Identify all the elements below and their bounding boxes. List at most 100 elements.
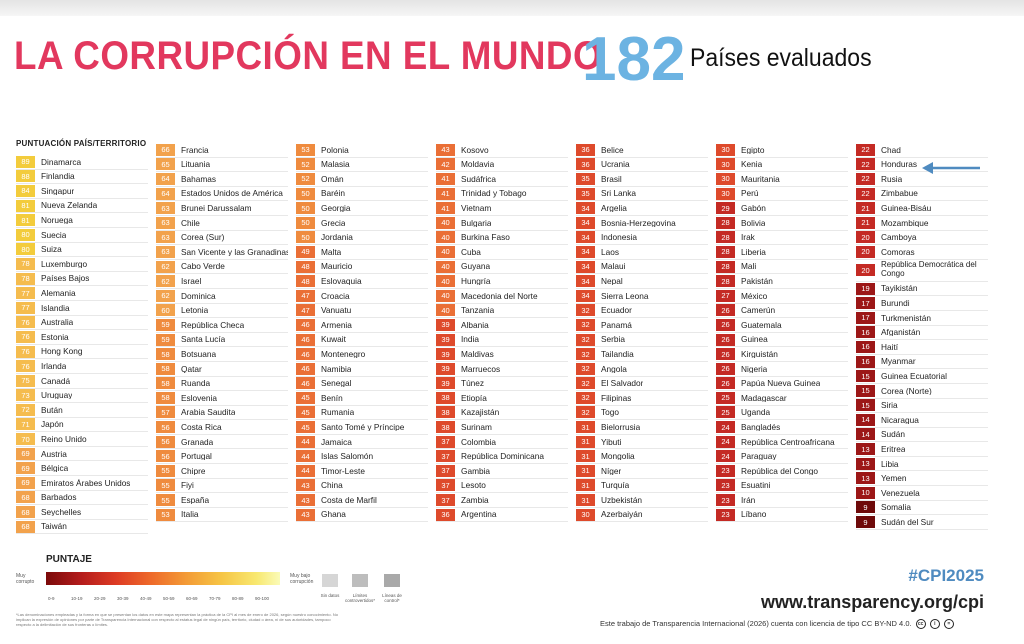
table-row: 23 Irán (716, 493, 848, 508)
country-name: Francia (181, 145, 209, 154)
legend-tick: 0-9 (48, 596, 55, 601)
country-name: Bosnia-Herzegovina (601, 218, 676, 227)
table-row: 30 Kenia (716, 158, 848, 173)
score-cell: 28 (716, 275, 735, 288)
country-name: Sudáfrica (461, 174, 497, 184)
country-name: Macedonia del Norte (461, 291, 538, 300)
score-cell: 30 (716, 143, 735, 156)
score-cell: 63 (156, 202, 175, 215)
table-row: 21 Guinea-Bisáu (856, 201, 988, 216)
country-name: Irán (741, 495, 756, 505)
country-name: Fiyi (181, 481, 194, 490)
table-row: 34 Nepal (576, 274, 708, 289)
table-row: 55 España (156, 493, 288, 508)
score-cell: 39 (436, 348, 455, 361)
country-name: Serbia (601, 335, 625, 344)
table-row: 23 Líbano (716, 508, 848, 523)
table-row: 27 México (716, 289, 848, 304)
score-cell: 64 (156, 187, 175, 200)
country-name: Eritrea (881, 444, 906, 454)
legend-tick: 10-19 (71, 596, 83, 601)
table-row: 16 Afganistán (856, 326, 988, 341)
table-row: 28 Pakistán (716, 274, 848, 289)
table-row: 24 Bangladés (716, 420, 848, 435)
score-cell: 46 (296, 348, 315, 361)
table-row: 25 Madagascar (716, 391, 848, 406)
country-name: Arabia Saudita (181, 408, 236, 417)
country-name: República Checa (181, 320, 245, 330)
score-cell: 46 (296, 362, 315, 375)
country-name: Chad (881, 145, 901, 154)
score-cell: 46 (296, 377, 315, 390)
country-name: Kirguistán (741, 349, 778, 359)
table-row: 31 Uzbekistán (576, 493, 708, 508)
table-row: 58 Botsuana (156, 347, 288, 362)
country-name: Qatar (181, 364, 202, 373)
score-cell: 40 (436, 289, 455, 302)
score-cell: 27 (716, 289, 735, 302)
country-name: Myanmar (881, 357, 916, 366)
score-cell: 25 (716, 406, 735, 419)
table-column: 66 Francia 65 Lituania 64 Bahamas 64 Estados Un… (156, 143, 288, 523)
country-name: Bulgaria (461, 218, 492, 227)
score-cell: 39 (436, 362, 455, 375)
score-cell: 69 (16, 447, 35, 460)
score-cell: 40 (436, 216, 455, 229)
country-name: Kosovo (461, 145, 489, 154)
table-row: 53 Polonia (296, 143, 428, 158)
table-row: 47 Croacia (296, 289, 428, 304)
score-cell: 16 (856, 340, 875, 353)
table-row: 89 Dinamarca (16, 155, 148, 170)
score-cell: 34 (576, 275, 595, 288)
country-name: Guyana (461, 262, 491, 271)
control-line-swatch (384, 574, 400, 587)
score-cell: 43 (296, 508, 315, 521)
country-name: Mali (741, 262, 757, 271)
country-name: Yemen (881, 474, 907, 483)
table-row: 20 Camboya (856, 231, 988, 246)
country-name: Nepal (601, 276, 623, 286)
score-cell: 39 (436, 333, 455, 346)
legend-low-label: Muy corrupto (16, 573, 35, 585)
score-cell: 28 (716, 231, 735, 244)
country-name: Estados Unidos de América (181, 189, 283, 198)
country-name: Rumania (321, 408, 355, 417)
table-row: 58 Ruanda (156, 377, 288, 392)
country-name: Timor-Leste (321, 466, 365, 475)
table-row: 81 Noruega (16, 213, 148, 228)
table-row: 32 Filipinas (576, 391, 708, 406)
country-name: Mozambique (881, 218, 929, 227)
table-row: 64 Estados Unidos de América (156, 187, 288, 202)
score-cell: 32 (576, 348, 595, 361)
score-cell: 15 (856, 384, 875, 397)
country-name: Laos (601, 247, 619, 257)
score-cell: 77 (16, 301, 35, 314)
score-cell: 32 (576, 406, 595, 419)
score-cell: 16 (856, 355, 875, 368)
table-header: PUNTUACIÓN PAÍS/TERRITORIO (16, 139, 147, 148)
country-name: Ruanda (181, 379, 211, 388)
country-name: Nigeria (741, 364, 768, 373)
score-cell: 50 (296, 202, 315, 215)
score-cell: 57 (156, 406, 175, 419)
score-cell: 76 (16, 345, 35, 358)
score-cell: 56 (156, 435, 175, 448)
country-name: Lesoto (461, 481, 486, 490)
country-name: Suecia (41, 230, 67, 239)
country-name: Cabo Verde (181, 262, 225, 271)
score-cell: 26 (716, 333, 735, 346)
score-cell: 20 (856, 231, 875, 244)
source-url[interactable]: www.transparency.org/cpi (760, 592, 984, 612)
table-row: 30 Azerbaiyán (576, 508, 708, 523)
score-cell: 47 (296, 304, 315, 317)
score-cell: 58 (156, 362, 175, 375)
score-cell: 31 (576, 421, 595, 434)
table-row: 14 Sudán (856, 428, 988, 443)
country-name: Angola (601, 364, 627, 373)
table-row: 66 Francia (156, 143, 288, 158)
score-cell: 30 (716, 187, 735, 200)
country-name: Sudán del Sur (881, 517, 934, 527)
table-row: 58 Qatar (156, 362, 288, 377)
table-row: 62 Cabo Verde (156, 260, 288, 275)
score-cell: 10 (856, 486, 875, 499)
